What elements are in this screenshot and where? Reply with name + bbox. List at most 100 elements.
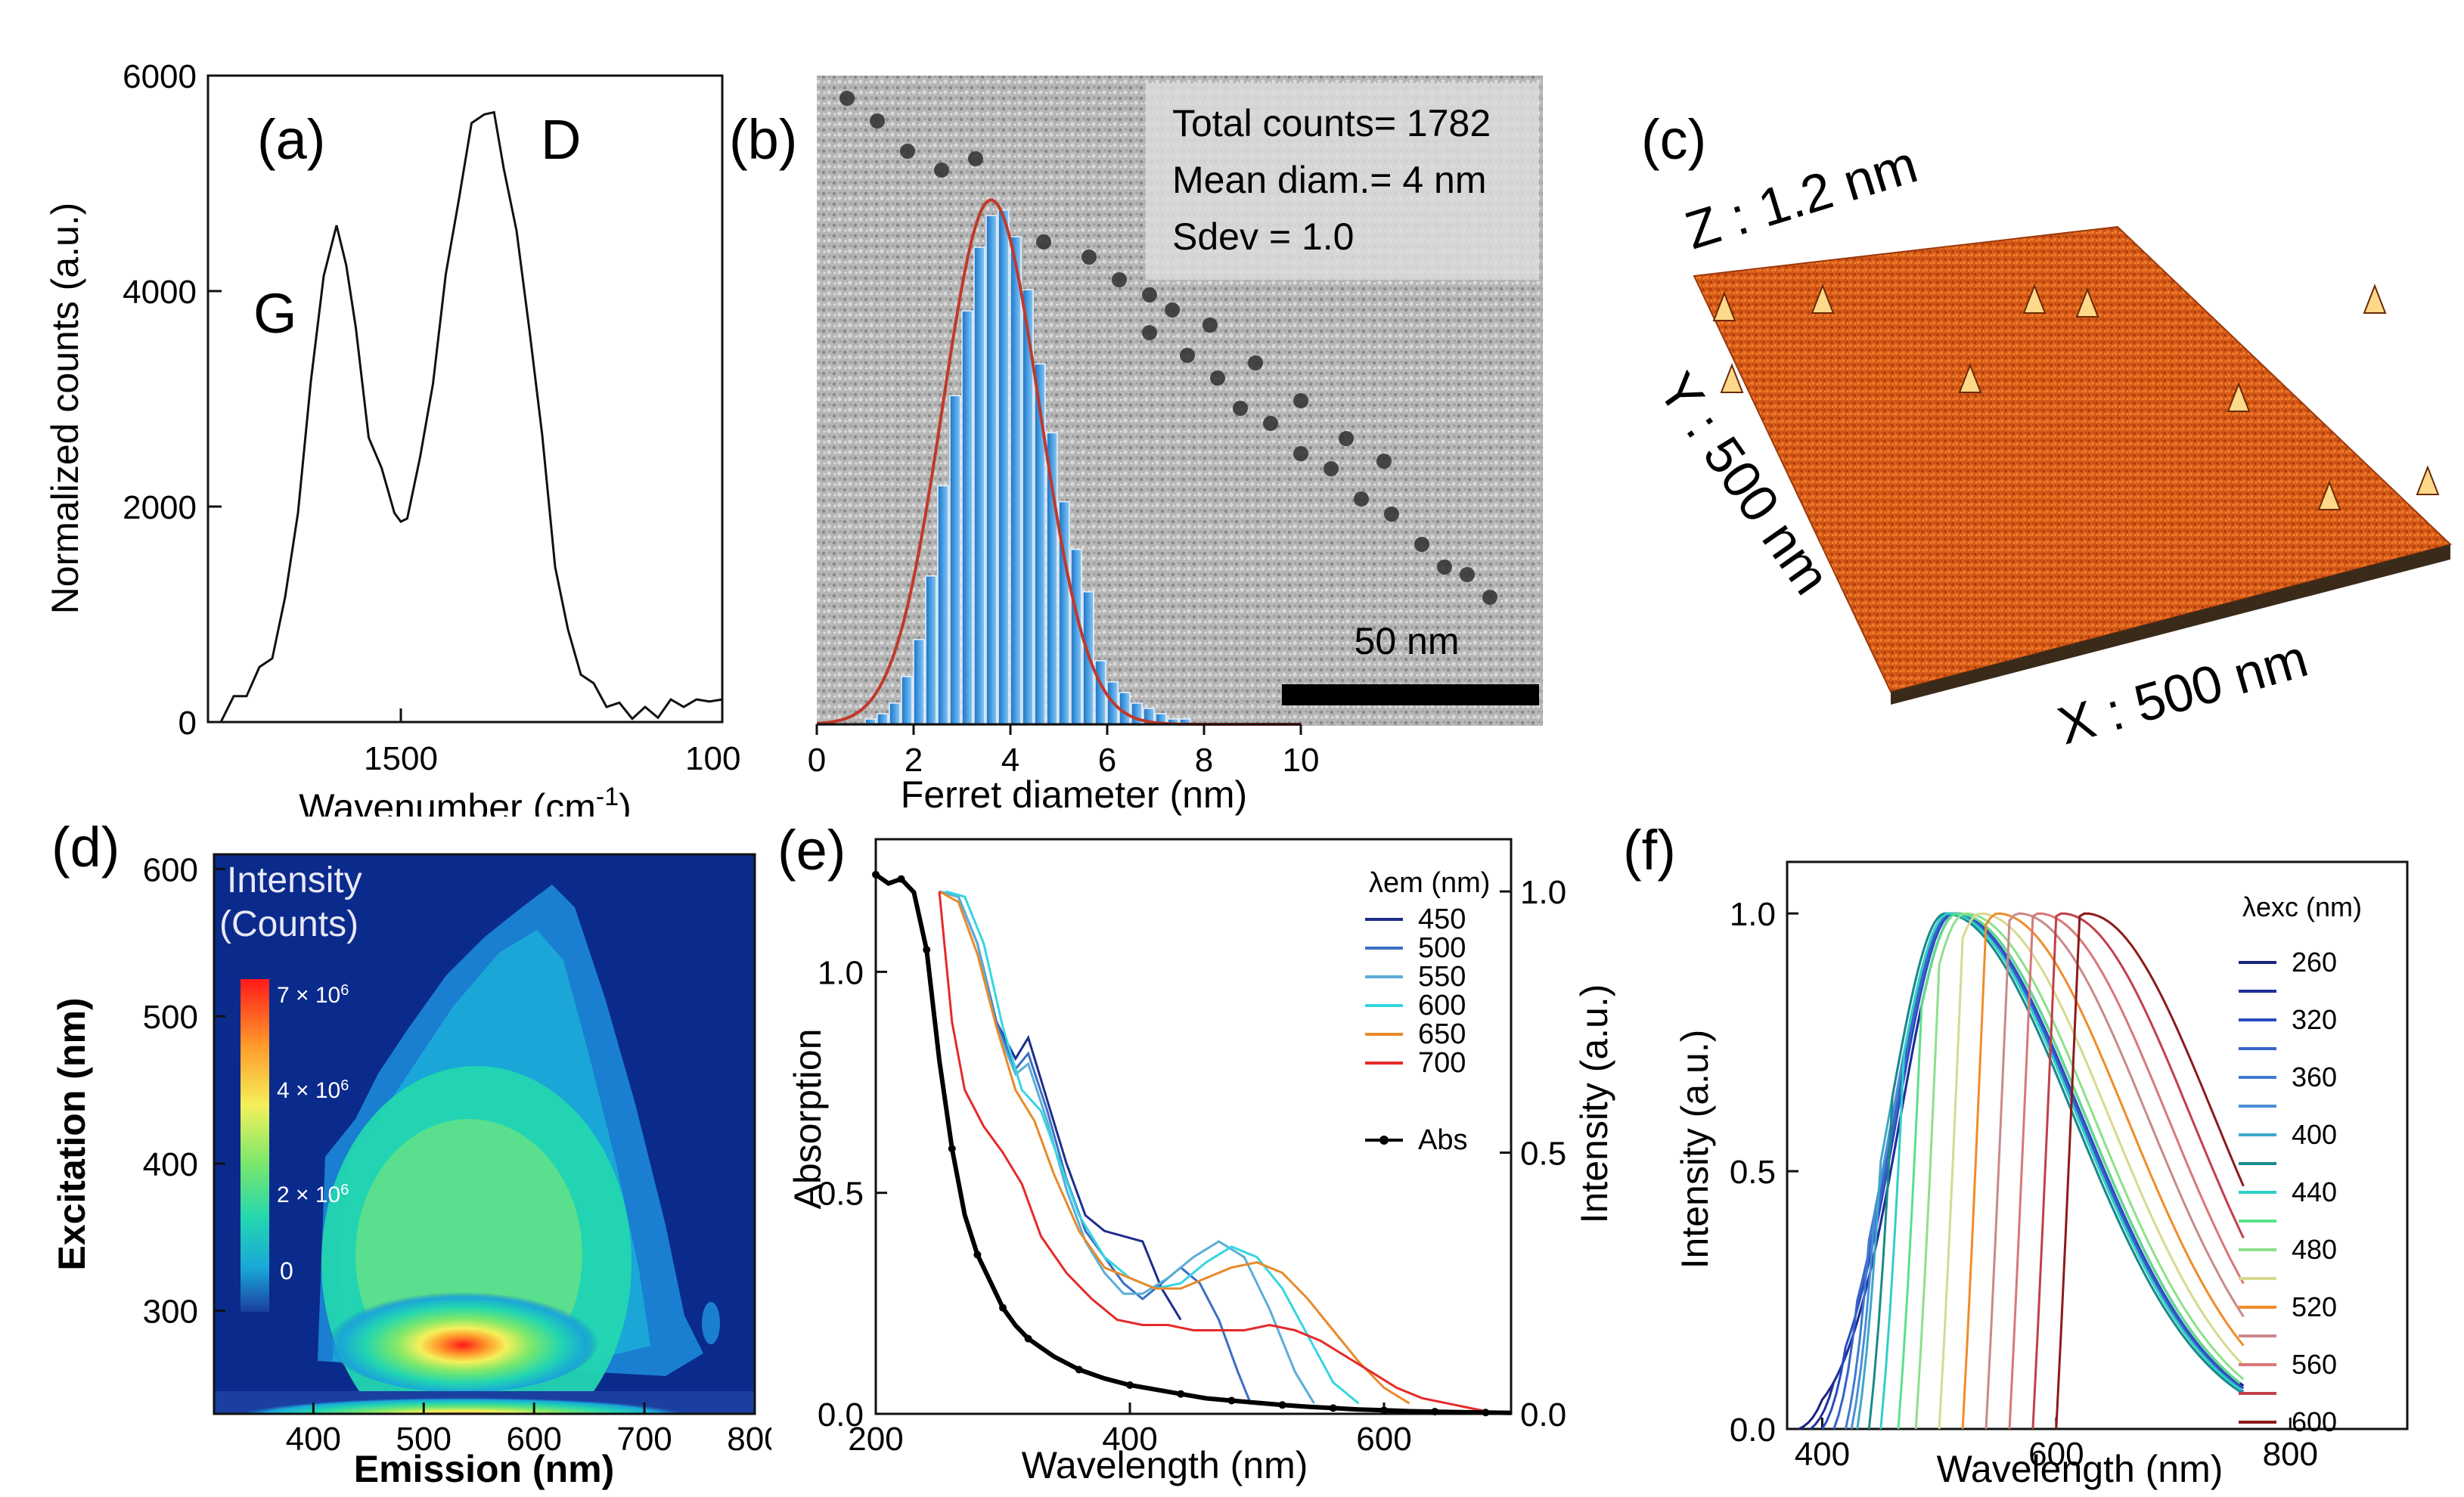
ytick-label: 500 xyxy=(143,999,198,1036)
chart-e-frame xyxy=(874,838,1513,1415)
series-line-650 xyxy=(939,890,1410,1405)
series-line-480 xyxy=(1914,912,2245,1430)
panel-d: Intensity (Counts) 7 × 106 4 × 106 2 × 1… xyxy=(0,801,783,1493)
histogram-bar xyxy=(901,676,913,725)
nanoparticle-dot xyxy=(1460,567,1475,582)
afm-peak xyxy=(1958,363,1982,393)
scale-bar xyxy=(1282,684,1539,705)
abs-marker xyxy=(1380,1406,1388,1415)
xtick-label: 500 xyxy=(396,1421,452,1458)
nanoparticle-dot xyxy=(934,163,949,178)
legend-entry: 320 xyxy=(2292,1004,2337,1035)
series-line-500 xyxy=(939,890,1252,1404)
series-line-580 xyxy=(2031,912,2245,1430)
histogram-bar xyxy=(998,209,1010,725)
abs-marker xyxy=(1075,1365,1083,1374)
nanoparticle-dot xyxy=(1180,348,1195,363)
series-line-460 xyxy=(1897,912,2241,1430)
ytick-right-label: 1.0 xyxy=(1520,874,1566,911)
abs-marker xyxy=(1024,1334,1032,1343)
xtick-label: 400 xyxy=(286,1421,341,1458)
series-line-520 xyxy=(1961,912,2245,1430)
xtick-label: 10 xyxy=(1283,742,1320,779)
panel-f: 400 600 800 0.0 0.5 1.0 λexc (nm) 260 320 360 400… xyxy=(1611,801,2464,1493)
legend-entry: 500 xyxy=(1418,932,1466,964)
colorbar xyxy=(241,979,269,1312)
series-line-600 xyxy=(945,890,1360,1405)
annotation-g-band: G xyxy=(253,282,297,345)
nanoparticle-dot xyxy=(1233,401,1248,416)
legend-entry: 480 xyxy=(2292,1234,2337,1265)
chart-d-ylabel: Excitation (nm) xyxy=(51,997,93,1270)
legend-entry: 650 xyxy=(1418,1018,1466,1050)
legend-entry: 700 xyxy=(1418,1047,1466,1079)
panel-a: 020004000600015001000 (a) G D Normalized… xyxy=(0,0,759,829)
nanoparticle-dot xyxy=(1203,318,1218,333)
panel-label-d: (d) xyxy=(51,816,119,879)
legend-entry: 600 xyxy=(1418,990,1466,1021)
ytick-label: 1.0 xyxy=(1730,896,1776,933)
nanoparticle-dot xyxy=(1384,507,1399,522)
colorbar-tick-2e6: 2 × 106 xyxy=(277,1182,349,1207)
histogram-bar xyxy=(913,639,925,725)
chart-e-xlabel: Wavelength (nm) xyxy=(1022,1444,1308,1486)
histogram-bar xyxy=(973,246,985,725)
xtick-label: 2 xyxy=(905,742,923,779)
panel-label-b: (b) xyxy=(729,108,797,171)
legend-entry: 550 xyxy=(1418,961,1466,993)
abs-marker xyxy=(897,875,905,883)
abs-marker xyxy=(999,1303,1007,1312)
nanoparticle-dot xyxy=(1210,370,1225,386)
afm-peak xyxy=(2075,287,2099,318)
histogram-bar xyxy=(961,310,973,725)
scale-bar-label: 50 nm xyxy=(1355,620,1460,662)
colorbar-tick-0: 0 xyxy=(280,1257,293,1285)
nanoparticle-dot xyxy=(1376,454,1392,469)
ytick-label: 0 xyxy=(178,705,197,742)
chart-b-canvas: 0 2 4 6 8 10 50 nm (b) Total counts= 1782 Mea… xyxy=(729,76,1543,816)
legend-entry: 600 xyxy=(2292,1406,2337,1437)
afm-peak xyxy=(2317,480,2341,510)
afm-image-canvas: (c) Z : 1.2 nm Y : 500 nm X : 500 nm xyxy=(1641,108,2452,755)
nanoparticle-dot xyxy=(900,144,915,159)
afm-surface xyxy=(1693,225,2452,693)
abs-marker xyxy=(973,1251,982,1259)
ytick-label: 0.0 xyxy=(818,1396,864,1433)
legend-entry: 400 xyxy=(2292,1119,2337,1150)
afm-peak xyxy=(2022,284,2047,314)
nanoparticle-dot xyxy=(1293,393,1308,408)
afm-peak xyxy=(1811,284,1835,314)
afm-peak xyxy=(1720,363,1744,393)
legend-entry: 360 xyxy=(2292,1062,2337,1093)
nanoparticle-dot xyxy=(1482,590,1497,605)
chart-d-canvas: Intensity (Counts) 7 × 106 4 × 106 2 × 1… xyxy=(51,816,783,1490)
nanoparticle-dot xyxy=(968,151,983,166)
heatmap-small-spot xyxy=(702,1302,720,1344)
legend-entry: 520 xyxy=(2292,1291,2337,1322)
stat-sdev: Sdev = 1.0 xyxy=(1172,215,1354,258)
abs-marker xyxy=(1227,1396,1236,1405)
abs-marker xyxy=(1126,1381,1134,1389)
nanoparticle-dot xyxy=(1142,325,1157,340)
histogram-bar xyxy=(1010,236,1022,725)
panel-label-a: (a) xyxy=(257,108,325,171)
nanoparticle-dots xyxy=(839,91,1497,605)
series-line-320 xyxy=(1821,912,2245,1430)
nanoparticle-dot xyxy=(1081,250,1097,265)
abs-marker xyxy=(1431,1408,1439,1416)
ytick-label: 400 xyxy=(143,1146,198,1183)
legend-title: λexc (nm) xyxy=(2242,891,2362,922)
panel-e: 200 400 600 0.0 0.5 1.0 0.0 0.5 1.0 λem (nm) 450 5… xyxy=(771,801,1634,1493)
chart-a-canvas: 020004000600015001000 (a) G D Normalized… xyxy=(44,58,759,829)
legend-entry: 450 xyxy=(1418,903,1466,935)
nanoparticle-dot xyxy=(1165,302,1180,318)
nanoparticle-dot xyxy=(1414,537,1429,552)
afm-particle-peaks xyxy=(1712,284,2440,510)
series-line-500 xyxy=(1938,912,2245,1430)
xtick-label: 8 xyxy=(1195,742,1213,779)
nanoparticle-dot xyxy=(1142,287,1157,302)
xtick-label: 6 xyxy=(1098,742,1116,779)
nanoparticle-dot xyxy=(1036,234,1051,250)
abs-marker xyxy=(1329,1404,1337,1412)
afm-peak xyxy=(2363,284,2387,314)
